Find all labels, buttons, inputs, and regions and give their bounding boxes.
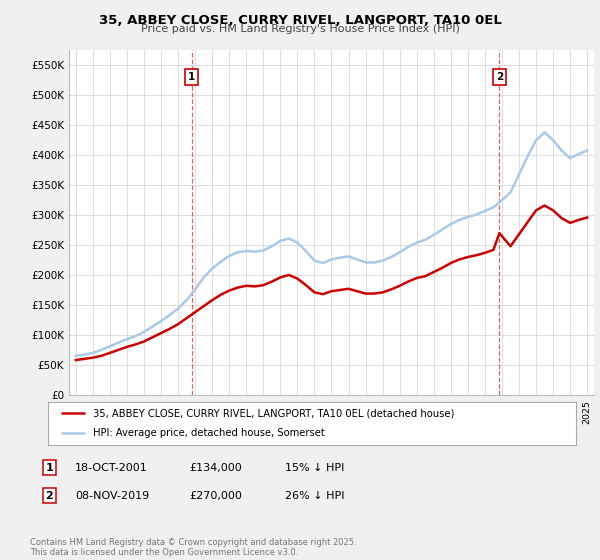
Text: 35, ABBEY CLOSE, CURRY RIVEL, LANGPORT, TA10 0EL (detached house): 35, ABBEY CLOSE, CURRY RIVEL, LANGPORT, … <box>93 408 454 418</box>
Text: 26% ↓ HPI: 26% ↓ HPI <box>285 491 344 501</box>
Text: 35, ABBEY CLOSE, CURRY RIVEL, LANGPORT, TA10 0EL: 35, ABBEY CLOSE, CURRY RIVEL, LANGPORT, … <box>98 14 502 27</box>
Text: 2: 2 <box>46 491 53 501</box>
Text: 1: 1 <box>46 463 53 473</box>
Text: £134,000: £134,000 <box>189 463 242 473</box>
Text: £270,000: £270,000 <box>189 491 242 501</box>
Text: Price paid vs. HM Land Registry's House Price Index (HPI): Price paid vs. HM Land Registry's House … <box>140 24 460 34</box>
Text: Contains HM Land Registry data © Crown copyright and database right 2025.
This d: Contains HM Land Registry data © Crown c… <box>30 538 356 557</box>
Text: 18-OCT-2001: 18-OCT-2001 <box>75 463 148 473</box>
Text: 1: 1 <box>188 72 196 82</box>
Text: 08-NOV-2019: 08-NOV-2019 <box>75 491 149 501</box>
Text: HPI: Average price, detached house, Somerset: HPI: Average price, detached house, Some… <box>93 428 325 438</box>
Text: 15% ↓ HPI: 15% ↓ HPI <box>285 463 344 473</box>
Text: 2: 2 <box>496 72 503 82</box>
